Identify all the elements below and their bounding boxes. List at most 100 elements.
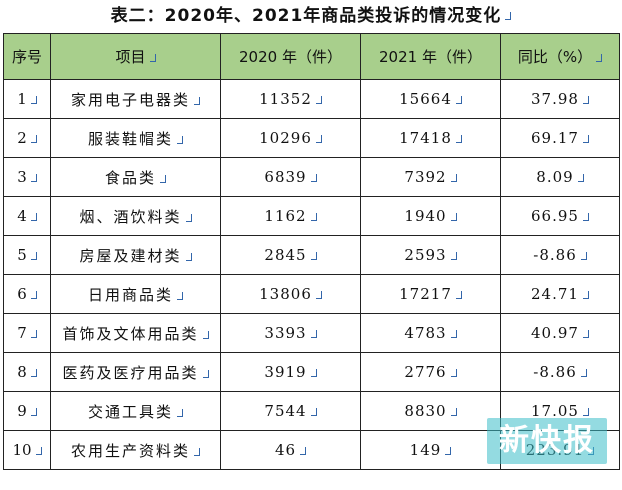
paragraph-mark-icon — [582, 330, 589, 338]
row-number: 1 — [3, 79, 51, 119]
paragraph-mark-icon — [455, 291, 462, 299]
paragraph-mark-icon — [450, 330, 457, 338]
paragraph-mark-icon — [30, 135, 37, 143]
paragraph-mark-icon — [315, 96, 322, 104]
row-item: 家用电子电器类 — [50, 79, 221, 119]
paragraph-mark-icon — [580, 369, 587, 377]
row-yoy: 8.09 — [500, 157, 620, 197]
header-yoy: 同比（%） — [500, 33, 620, 80]
header-item: 项目 — [50, 33, 221, 80]
row-2020-count: 11352 — [220, 79, 361, 119]
row-yoy: 37.98 — [500, 79, 620, 119]
row-2021-count: 1940 — [360, 196, 501, 236]
paragraph-mark-icon — [30, 252, 37, 260]
paragraph-mark-icon — [577, 174, 584, 182]
paragraph-mark-icon — [315, 291, 322, 299]
row-2020-count: 2845 — [220, 235, 361, 275]
paragraph-mark-icon — [450, 408, 457, 416]
header-2021: 2021 年（件） — [360, 33, 501, 80]
paragraph-mark-icon — [202, 369, 209, 378]
row-number: 9 — [3, 391, 51, 431]
paragraph-mark-icon — [310, 408, 317, 416]
paragraph-mark-icon — [185, 252, 192, 261]
paragraph-mark-icon — [202, 330, 209, 339]
paragraph-mark-icon — [596, 53, 603, 62]
row-2020-count: 46 — [220, 430, 361, 470]
table-row: 5 房屋及建材类 2845 2593 -8.86 — [3, 235, 620, 275]
paragraph-mark-icon — [310, 252, 317, 260]
table-row: 6 日用商品类 13806 17217 24.71 — [3, 274, 620, 314]
row-number: 5 — [3, 235, 51, 275]
table-row: 9 交通工具类 7544 8830 17.05 — [3, 391, 620, 431]
paragraph-mark-icon — [310, 330, 317, 338]
row-2020-count: 1162 — [220, 196, 361, 236]
row-2021-count: 15664 — [360, 79, 501, 119]
row-yoy: 66.95 — [500, 196, 620, 236]
paragraph-mark-icon — [30, 291, 37, 299]
row-number: 6 — [3, 274, 51, 314]
row-number: 3 — [3, 157, 51, 197]
paragraph-mark-icon — [300, 447, 307, 455]
row-item: 交通工具类 — [50, 391, 221, 431]
paragraph-mark-icon — [160, 174, 166, 183]
row-number: 4 — [3, 196, 51, 236]
paragraph-mark-icon — [177, 291, 183, 300]
paragraph-mark-icon — [455, 135, 462, 143]
paragraph-mark-icon — [30, 408, 37, 416]
paragraph-mark-icon — [30, 369, 37, 377]
header-row: 序号 项目 2020 年（件） 2021 年（件） 同比（%） — [3, 33, 620, 80]
row-2020-count: 13806 — [220, 274, 361, 314]
paragraph-mark-icon — [310, 174, 317, 182]
paragraph-mark-icon — [30, 96, 37, 104]
row-2021-count: 2776 — [360, 352, 501, 392]
row-2020-count: 10296 — [220, 118, 361, 158]
paragraph-mark-icon — [30, 174, 37, 182]
paragraph-mark-icon — [149, 53, 156, 62]
table-row: 8 医药及医疗用品类 3919 2776 -8.86 — [3, 352, 620, 392]
row-item: 烟、酒饮料类 — [50, 196, 221, 236]
paragraph-mark-icon — [194, 96, 200, 105]
row-2020-count: 6839 — [220, 157, 361, 197]
row-item: 食品类 — [50, 157, 221, 197]
paragraph-mark-icon — [177, 408, 183, 417]
xinkuaibao-watermark: 新快报 — [487, 418, 607, 464]
row-number: 8 — [3, 352, 51, 392]
row-item: 医药及医疗用品类 — [50, 352, 221, 392]
paragraph-mark-icon — [445, 447, 452, 455]
paragraph-mark-icon — [30, 213, 37, 221]
paragraph-mark-icon — [505, 12, 512, 20]
row-2020-count: 7544 — [220, 391, 361, 431]
row-item: 农用生产资料类 — [50, 430, 221, 470]
paragraph-mark-icon — [582, 213, 589, 221]
table-row: 3 食品类 6839 7392 8.09 — [3, 157, 620, 197]
paragraph-mark-icon — [30, 330, 37, 338]
paragraph-mark-icon — [310, 369, 317, 377]
paragraph-mark-icon — [185, 213, 192, 222]
paragraph-mark-icon — [450, 369, 457, 377]
row-2021-count: 4783 — [360, 313, 501, 353]
row-yoy: -8.86 — [500, 352, 620, 392]
paragraph-mark-icon — [582, 291, 589, 299]
paragraph-mark-icon — [582, 96, 589, 104]
paragraph-mark-icon — [310, 213, 317, 221]
header-no: 序号 — [3, 33, 51, 80]
paragraph-mark-icon — [450, 213, 457, 221]
paragraph-mark-icon — [35, 447, 42, 455]
row-2020-count: 3919 — [220, 352, 361, 392]
table-row: 7 首饰及文体用品类 3393 4783 40.97 — [3, 313, 620, 353]
table-row: 2 服装鞋帽类 10296 17418 69.17 — [3, 118, 620, 158]
header-2020: 2020 年（件） — [220, 33, 361, 80]
row-2021-count: 8830 — [360, 391, 501, 431]
row-2021-count: 7392 — [360, 157, 501, 197]
row-yoy: 69.17 — [500, 118, 620, 158]
paragraph-mark-icon — [582, 135, 589, 143]
row-item: 房屋及建材类 — [50, 235, 221, 275]
row-item: 日用商品类 — [50, 274, 221, 314]
paragraph-mark-icon — [450, 252, 457, 260]
paragraph-mark-icon — [580, 252, 587, 260]
table-row: 1 家用电子电器类 11352 15664 37.98 — [3, 79, 620, 119]
row-2021-count: 2593 — [360, 235, 501, 275]
paragraph-mark-icon — [450, 174, 457, 182]
row-2021-count: 17418 — [360, 118, 501, 158]
table-title: 表二：2020年、2021年商品类投诉的情况变化 — [0, 0, 622, 32]
